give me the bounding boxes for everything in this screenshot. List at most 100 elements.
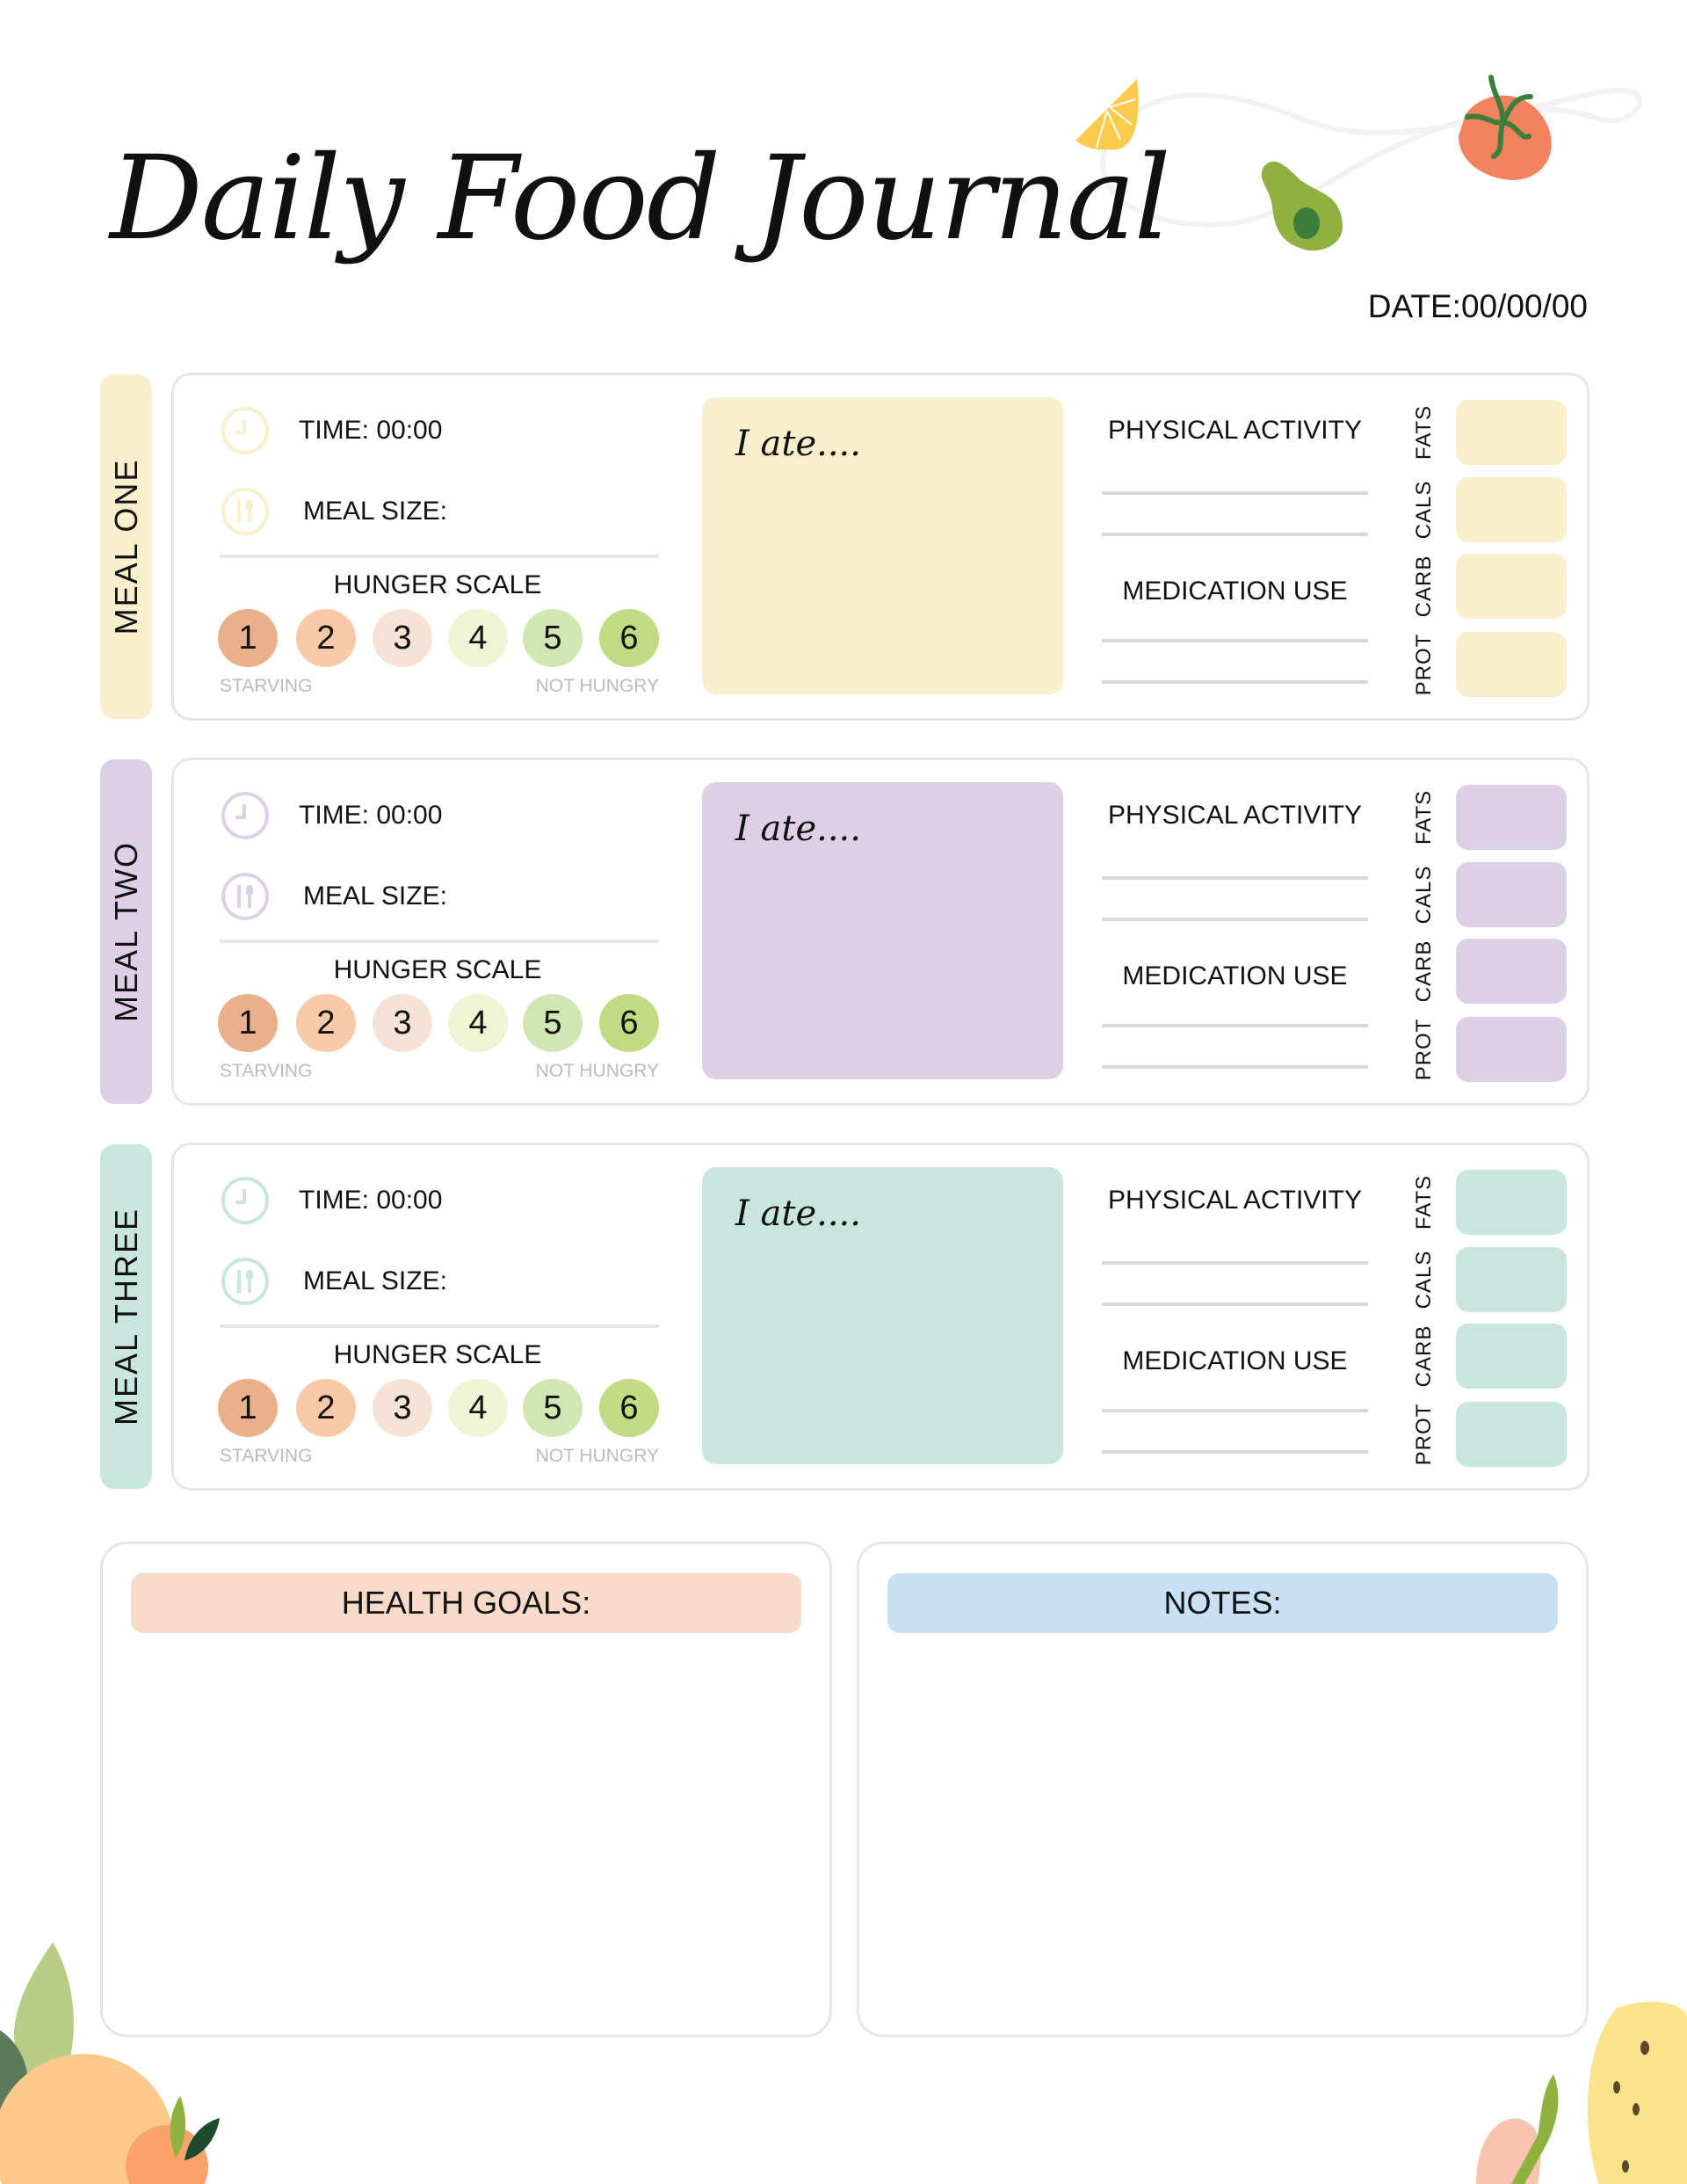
medication-use-line[interactable]: [1102, 1065, 1368, 1069]
divider: [220, 555, 659, 558]
macro-label-text: CARB: [1412, 555, 1436, 618]
hunger-scale-2[interactable]: 2: [296, 609, 356, 667]
hunger-scale-4[interactable]: 4: [448, 609, 508, 667]
macro-prot-field[interactable]: [1456, 632, 1567, 697]
hunger-scale-3[interactable]: 3: [373, 994, 432, 1052]
lemon-icon: [1075, 79, 1139, 150]
not-hungry-label: NOT HUNGRY: [535, 676, 659, 696]
macro-label-text: PROT: [1412, 1403, 1436, 1466]
meal-size[interactable]: MEAL SIZE:: [303, 497, 447, 526]
medication-use-label: MEDICATION USE: [1122, 1346, 1348, 1375]
bottom-right-fruit-decoration: [1476, 2001, 1687, 2184]
medication-use-line[interactable]: [1102, 680, 1368, 684]
hunger-scale-4[interactable]: 4: [448, 994, 508, 1052]
macro-label-text: PROT: [1412, 633, 1436, 696]
meal-name: MEAL TWO: [107, 840, 144, 1023]
page-title: Daily Food Journal: [110, 131, 1171, 266]
i-ate-label: I ate....: [735, 424, 861, 464]
notes-box[interactable]: NOTES:: [857, 1542, 1589, 2037]
macro-label-text: FATS: [1412, 1174, 1436, 1230]
date-label: DATE:00/00/00: [1367, 288, 1588, 324]
macro-label: PROT: [1411, 632, 1437, 697]
clock-icon: [221, 1177, 269, 1224]
macro-label: CALS: [1411, 1247, 1437, 1312]
meal-tab: MEAL THREE: [100, 1144, 152, 1489]
meal-time[interactable]: TIME: 00:00: [299, 1186, 443, 1215]
hunger-scale-3[interactable]: 3: [373, 609, 432, 667]
meal-time[interactable]: TIME: 00:00: [299, 416, 443, 445]
macro-prot-field[interactable]: [1456, 1017, 1567, 1082]
macro-fats-field[interactable]: [1456, 400, 1567, 465]
medication-use-line[interactable]: [1102, 1409, 1368, 1412]
macro-carb-field[interactable]: [1456, 939, 1567, 1004]
health-goals-box[interactable]: HEALTH GOALS:: [100, 1542, 832, 2037]
not-hungry-label: NOT HUNGRY: [535, 1061, 659, 1081]
macro-fats-field[interactable]: [1456, 1170, 1567, 1235]
macro-carb-field[interactable]: [1456, 1324, 1567, 1389]
physical-activity-line[interactable]: [1102, 491, 1368, 495]
medication-use-label: MEDICATION USE: [1122, 961, 1348, 990]
fork-spoon-icon: [221, 1258, 269, 1305]
macro-label-text: PROT: [1412, 1018, 1436, 1081]
clock-icon: [221, 792, 269, 839]
fork-spoon-icon: [221, 873, 269, 920]
macro-label-text: FATS: [1412, 404, 1436, 461]
hunger-scale-4[interactable]: 4: [448, 1379, 508, 1437]
macro-label: FATS: [1411, 785, 1437, 850]
decorative-curve: [1100, 87, 1643, 228]
medication-use-line[interactable]: [1102, 639, 1368, 642]
macro-cals-field[interactable]: [1456, 477, 1567, 542]
physical-activity-line[interactable]: [1102, 876, 1368, 880]
hunger-scale-6[interactable]: 6: [599, 609, 659, 667]
macro-label: FATS: [1411, 400, 1437, 465]
hunger-scale-1[interactable]: 1: [218, 609, 278, 667]
macro-label-text: CARB: [1412, 1324, 1436, 1388]
meal-time[interactable]: TIME: 00:00: [299, 801, 443, 830]
macro-fats-field[interactable]: [1456, 785, 1567, 850]
physical-activity-line[interactable]: [1102, 1261, 1368, 1265]
i-ate-label: I ate....: [735, 1194, 861, 1234]
physical-activity-line[interactable]: [1102, 918, 1368, 921]
macro-cals-field[interactable]: [1456, 862, 1567, 927]
starving-label: STARVING: [220, 1061, 313, 1081]
hunger-scale-title: HUNGER SCALE: [333, 1340, 542, 1369]
hunger-scale-5[interactable]: 5: [523, 994, 583, 1052]
physical-activity-line[interactable]: [1102, 1302, 1368, 1306]
hunger-scale-2[interactable]: 2: [296, 994, 356, 1052]
macro-carb-field[interactable]: [1456, 554, 1567, 619]
hunger-scale-title: HUNGER SCALE: [333, 570, 542, 599]
i-ate-field[interactable]: I ate....: [702, 397, 1063, 694]
macro-label: CARB: [1411, 1324, 1437, 1389]
macro-label-text: CALS: [1412, 865, 1436, 925]
macro-cals-field[interactable]: [1456, 1247, 1567, 1312]
meal-size[interactable]: MEAL SIZE:: [303, 882, 447, 911]
medication-use-line[interactable]: [1102, 1450, 1368, 1454]
hunger-scale-5[interactable]: 5: [523, 609, 583, 667]
hunger-scale-6[interactable]: 6: [599, 994, 659, 1052]
macro-label-text: FATS: [1412, 789, 1436, 845]
hunger-scale-2[interactable]: 2: [296, 1379, 356, 1437]
not-hungry-label: NOT HUNGRY: [535, 1446, 659, 1466]
medication-use-line[interactable]: [1102, 1024, 1368, 1027]
i-ate-field[interactable]: I ate....: [702, 782, 1063, 1079]
hunger-scale-1[interactable]: 1: [218, 1379, 278, 1437]
medication-use-label: MEDICATION USE: [1122, 577, 1348, 606]
macro-label: FATS: [1411, 1170, 1437, 1235]
starving-label: STARVING: [220, 1446, 313, 1466]
i-ate-field[interactable]: I ate....: [702, 1167, 1063, 1464]
physical-activity-label: PHYSICAL ACTIVITY: [1108, 1186, 1362, 1215]
macro-label: CARB: [1411, 554, 1437, 619]
hunger-scale-3[interactable]: 3: [373, 1379, 432, 1437]
physical-activity-line[interactable]: [1102, 533, 1368, 536]
hunger-scale-6[interactable]: 6: [599, 1379, 659, 1437]
hunger-scale-5[interactable]: 5: [523, 1379, 583, 1437]
hunger-scale-title: HUNGER SCALE: [333, 955, 542, 984]
physical-activity-label: PHYSICAL ACTIVITY: [1108, 416, 1362, 445]
macro-prot-field[interactable]: [1456, 1402, 1567, 1467]
notes-header: NOTES:: [887, 1573, 1558, 1633]
tomato-icon: [1459, 75, 1552, 180]
meal-size[interactable]: MEAL SIZE:: [303, 1266, 447, 1295]
hunger-scale-1[interactable]: 1: [218, 994, 278, 1052]
